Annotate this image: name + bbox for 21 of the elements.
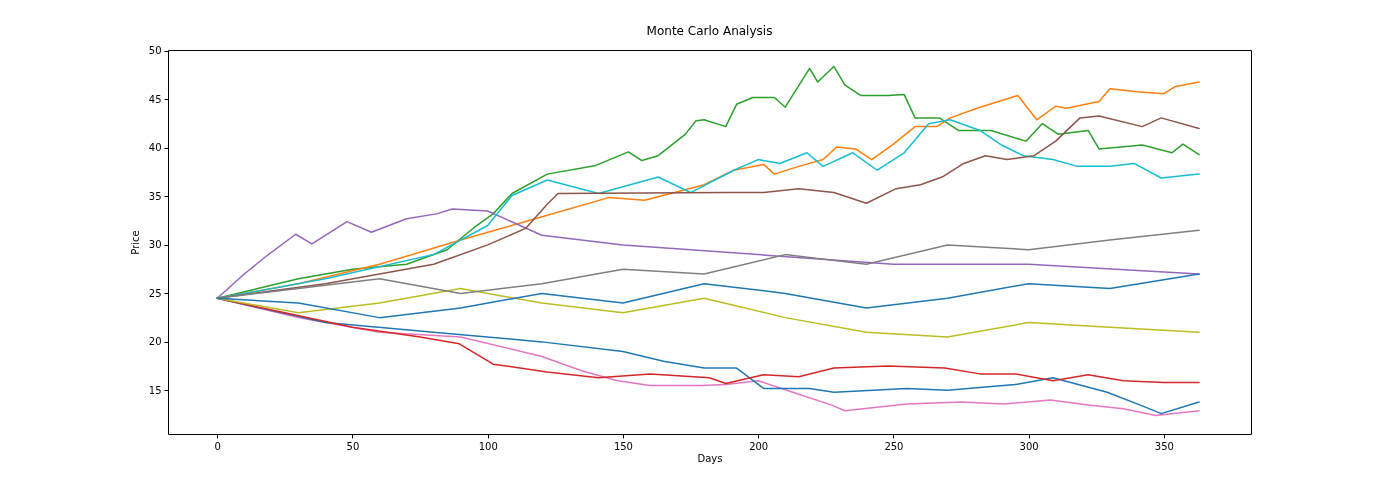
y-tick-label: 45 (148, 93, 162, 105)
y-axis-title: Price (129, 230, 141, 255)
chart-title: Monte Carlo Analysis (646, 23, 773, 38)
y-tick-label: 40 (148, 142, 162, 154)
x-tick-label: 50 (346, 440, 360, 452)
y-tick-label: 50 (148, 45, 162, 57)
x-tick-label: 250 (884, 440, 904, 452)
x-tick-label: 350 (1154, 440, 1174, 452)
x-axis-title: Days (697, 452, 723, 464)
y-tick-label: 25 (148, 287, 162, 299)
y-tick-label: 30 (148, 239, 162, 251)
x-tick-label: 100 (478, 440, 498, 452)
x-tick-label: 150 (613, 440, 633, 452)
y-tick-label: 15 (148, 384, 162, 396)
line-series (216, 208, 1200, 299)
x-tick-label: 200 (749, 440, 769, 452)
line-series (216, 229, 1200, 299)
x-tick-label: 300 (1019, 440, 1039, 452)
x-tick-label: 0 (214, 440, 221, 452)
y-tick-label: 35 (148, 190, 162, 202)
y-tick-label: 20 (148, 336, 162, 348)
